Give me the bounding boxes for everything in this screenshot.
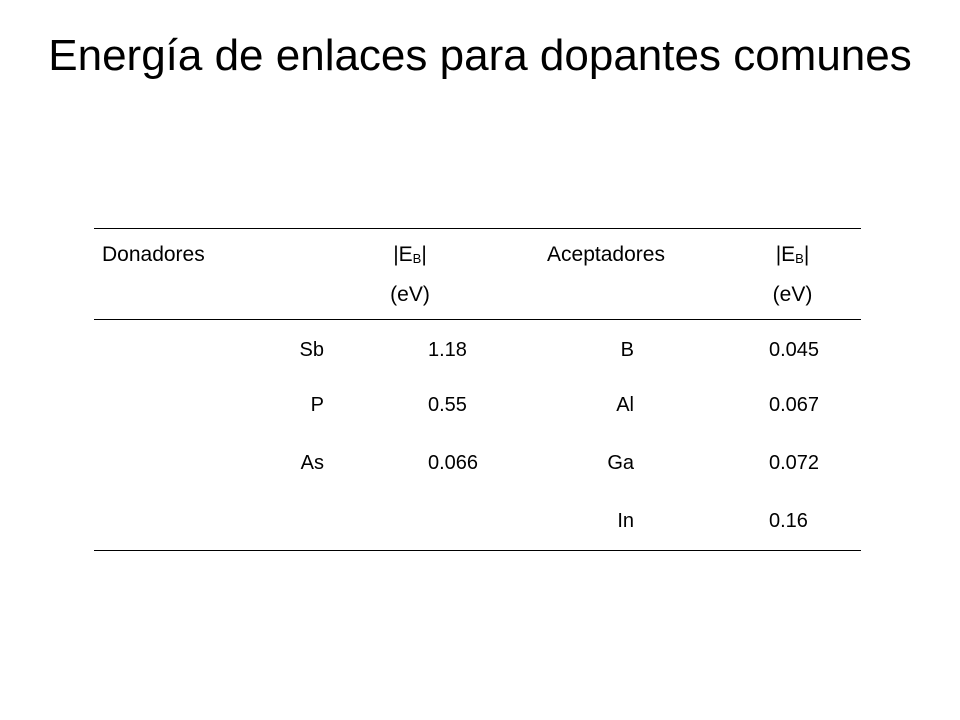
cell-acceptor-energy: 0.067 xyxy=(769,393,820,416)
cell-donor-energy: 0.066 xyxy=(428,451,479,474)
cell-donor-energy: 0.55 xyxy=(428,393,467,416)
eb-unit: (eV) xyxy=(390,283,430,306)
eb-subscript: B xyxy=(412,251,422,266)
slide-title: Energía de enlaces para dopantes comunes xyxy=(48,31,912,80)
binding-energy-table-container: Donadores |EB| (eV) Aceptadores |EB| (eV… xyxy=(94,228,861,551)
eb-prefix: |E xyxy=(775,243,796,266)
table-row: As 0.066 Ga 0.072 xyxy=(94,434,861,492)
table-header: Donadores |EB| (eV) Aceptadores |EB| (eV… xyxy=(94,228,861,320)
header-donor-energy: |EB| (eV) xyxy=(332,229,488,320)
cell-acceptor-energy: 0.045 xyxy=(769,338,820,361)
table-row: In 0.16 xyxy=(94,492,861,551)
eb-label: |EB| xyxy=(393,243,427,266)
cell-donor: P xyxy=(310,393,324,416)
cell-acceptor: B xyxy=(620,338,634,361)
cell-donor: As xyxy=(300,451,324,474)
eb-label: |EB| xyxy=(776,243,810,266)
table-header-row: Donadores |EB| (eV) Aceptadores |EB| (eV… xyxy=(94,228,861,320)
eb-subscript: B xyxy=(795,251,804,266)
table-body: Sb 1.18 B 0.045 P 0.55 Al 0.067 As 0.066… xyxy=(94,320,861,551)
header-acceptor-energy: |EB| (eV) xyxy=(724,229,861,320)
eb-unit: (eV) xyxy=(772,283,813,306)
header-donors: Donadores xyxy=(102,243,205,266)
eb-suffix: | xyxy=(421,243,427,266)
cell-acceptor: In xyxy=(617,509,634,532)
cell-acceptor-energy: 0.16 xyxy=(769,509,808,532)
header-acceptors: Aceptadores xyxy=(547,243,665,266)
cell-donor xyxy=(94,492,332,551)
eb-suffix: | xyxy=(803,243,810,266)
cell-donor-energy: 1.18 xyxy=(428,338,467,361)
table-row: Sb 1.18 B 0.045 xyxy=(94,320,861,377)
cell-acceptor: Al xyxy=(616,393,634,416)
cell-donor: Sb xyxy=(299,338,324,361)
binding-energy-table: Donadores |EB| (eV) Aceptadores |EB| (eV… xyxy=(94,228,861,551)
cell-donor-energy xyxy=(332,492,488,551)
table-row: P 0.55 Al 0.067 xyxy=(94,376,861,434)
cell-acceptor-energy: 0.072 xyxy=(769,451,820,474)
cell-acceptor: Ga xyxy=(607,451,634,474)
eb-prefix: |E xyxy=(393,243,413,266)
